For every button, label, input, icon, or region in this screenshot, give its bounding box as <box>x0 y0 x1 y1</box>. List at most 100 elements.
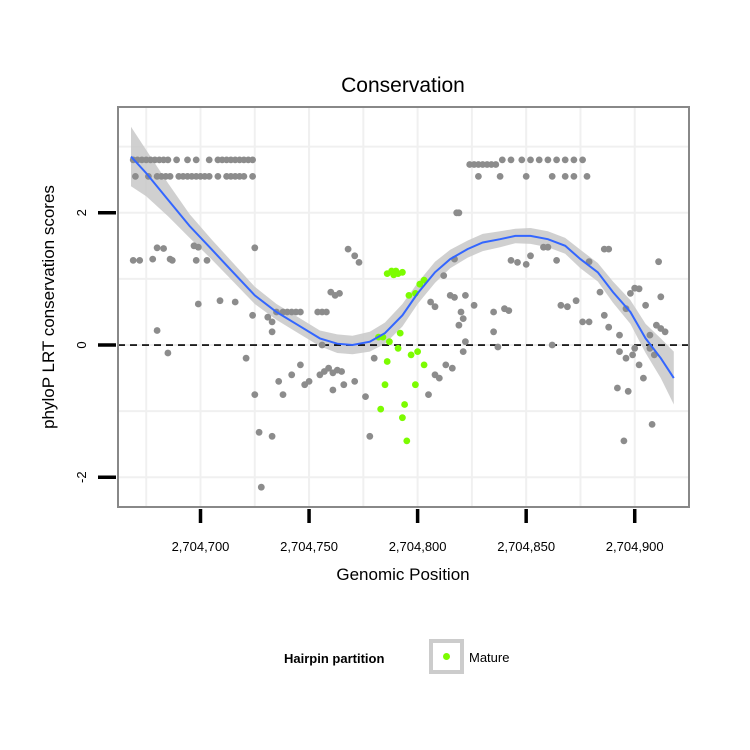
data-point <box>194 300 202 308</box>
mature-data-point <box>377 405 385 413</box>
data-point <box>455 209 463 217</box>
data-point <box>635 361 643 369</box>
data-point <box>318 341 326 349</box>
data-point <box>614 384 621 392</box>
data-point <box>622 354 630 362</box>
legend-label-mature: Mature <box>469 650 509 665</box>
data-point <box>624 387 632 395</box>
data-point <box>600 311 608 319</box>
data-point <box>275 378 283 385</box>
data-point <box>490 328 497 336</box>
smooth-line-group <box>130 155 675 379</box>
data-point <box>249 156 256 164</box>
data-point <box>168 257 176 264</box>
x-axis-label: Genomic Position <box>336 565 469 584</box>
data-point <box>257 483 265 491</box>
data-point <box>132 173 139 180</box>
mature-data-point <box>403 437 411 445</box>
data-point <box>553 257 560 264</box>
data-point <box>629 351 636 359</box>
data-point <box>561 173 569 180</box>
data-point <box>216 297 224 305</box>
mature-data-point <box>405 292 413 299</box>
legend: Hairpin partition Mature <box>284 639 509 674</box>
data-point <box>297 308 304 316</box>
data-point <box>268 318 276 326</box>
data-point <box>323 308 330 316</box>
data-point <box>255 428 263 436</box>
data-point <box>462 338 469 346</box>
data-point <box>129 257 137 264</box>
data-point <box>646 331 654 339</box>
data-point <box>240 173 248 180</box>
y-tick-label: 2 <box>74 209 89 216</box>
data-point <box>490 308 497 316</box>
data-point <box>661 328 669 336</box>
data-point <box>203 257 211 264</box>
data-point <box>264 313 272 321</box>
mature-data-point <box>407 351 415 359</box>
data-point <box>457 308 465 316</box>
mature-data-point <box>412 381 419 389</box>
data-point <box>268 432 276 440</box>
data-point <box>572 297 580 305</box>
data-point <box>336 290 343 297</box>
data-point <box>548 341 556 349</box>
data-point <box>507 156 515 164</box>
data-point <box>522 173 530 180</box>
data-point <box>514 259 521 266</box>
data-point <box>297 361 304 369</box>
data-point <box>570 156 578 164</box>
data-point <box>642 301 649 309</box>
data-point <box>470 301 478 309</box>
data-point <box>585 318 593 326</box>
data-point <box>616 331 623 339</box>
data-point <box>462 292 469 299</box>
x-tick-label: 2,704,800 <box>389 539 447 554</box>
data-point <box>279 391 287 398</box>
data-point <box>362 393 369 400</box>
data-point <box>440 272 448 279</box>
mature-data-point <box>381 381 389 389</box>
data-point <box>631 344 639 352</box>
mature-data-point <box>420 361 428 369</box>
data-point <box>605 323 613 331</box>
data-point <box>455 321 463 329</box>
data-point <box>242 354 250 362</box>
data-point <box>459 315 467 322</box>
smooth-line <box>130 155 675 379</box>
data-point <box>496 173 504 180</box>
data-point <box>548 173 556 180</box>
y-axis-ticks: -2 0 2 <box>74 209 116 483</box>
x-tick-label: 2,704,750 <box>280 539 338 554</box>
data-point <box>501 305 508 313</box>
y-axis-label: phyloP LRT conservation scores <box>39 185 58 429</box>
mature-data-point <box>414 348 421 355</box>
data-point <box>579 318 586 326</box>
data-point <box>288 371 296 379</box>
data-point <box>344 245 352 253</box>
data-point <box>544 156 552 164</box>
data-point <box>251 391 259 398</box>
y-tick-label: 0 <box>74 341 89 348</box>
data-point <box>173 156 181 164</box>
data-point <box>325 364 332 372</box>
data-point <box>535 156 543 164</box>
legend-title: Hairpin partition <box>284 651 384 666</box>
data-point <box>640 374 647 382</box>
data-point <box>442 361 450 369</box>
data-point <box>425 391 432 398</box>
data-point <box>329 386 337 394</box>
data-point <box>338 368 345 375</box>
data-point <box>194 243 202 251</box>
data-point <box>616 348 623 355</box>
data-point <box>192 257 200 264</box>
data-point <box>627 290 634 297</box>
mature-data-point <box>416 280 424 288</box>
x-tick-label: 2,704,850 <box>497 539 555 554</box>
data-point <box>153 244 161 252</box>
confidence-band-area <box>131 126 674 405</box>
data-point <box>561 156 569 164</box>
mature-data-point <box>386 338 393 346</box>
